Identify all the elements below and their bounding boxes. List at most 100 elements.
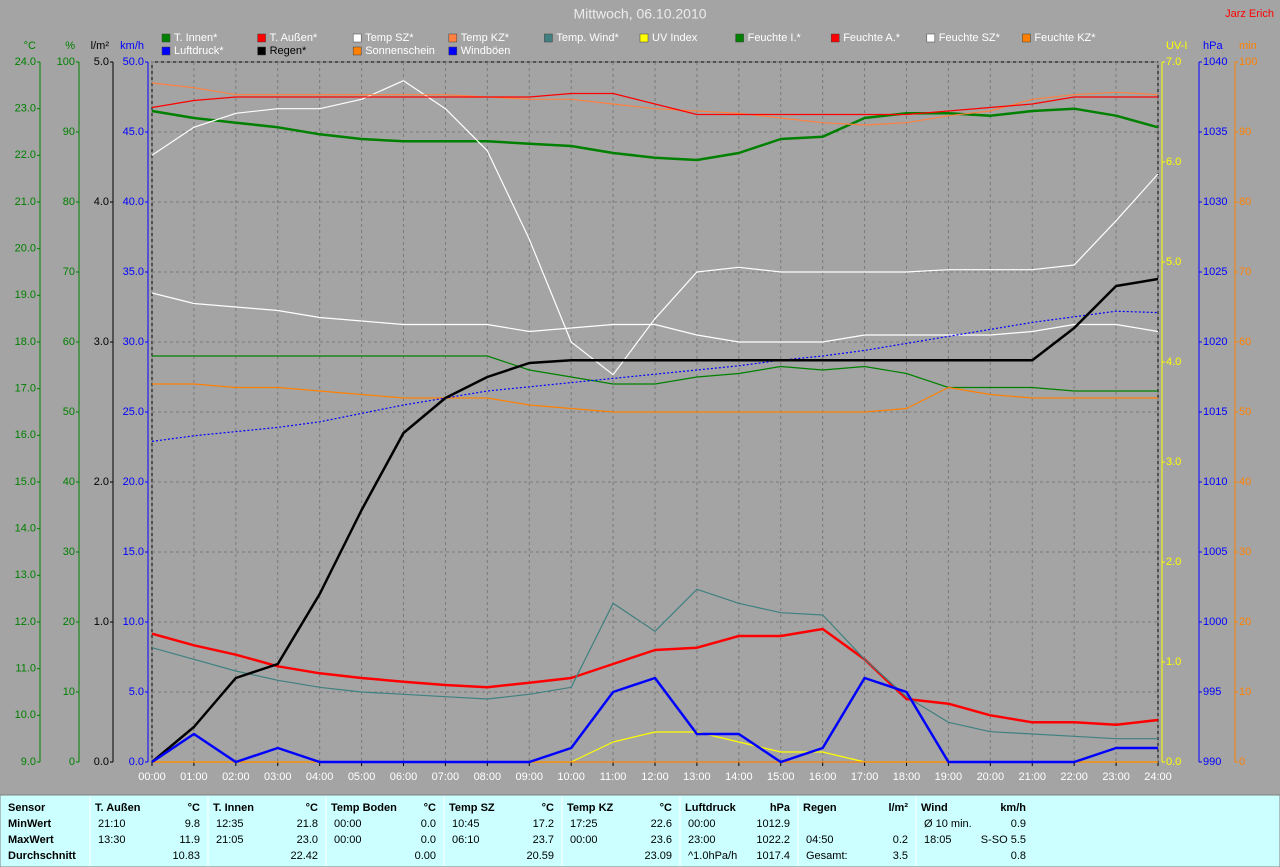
table-header: Temp KZ — [567, 802, 614, 814]
y-tick-label: 60 — [1239, 336, 1251, 348]
y-tick-label: 10.0 — [123, 616, 144, 628]
x-tick-label: 16:00 — [809, 771, 837, 783]
summary-table-bg — [0, 794, 1280, 867]
series-line — [151, 277, 1159, 763]
series-line — [151, 292, 1159, 343]
y-tick-label: 2.0 — [94, 476, 109, 488]
cell-time: 21:05 — [216, 834, 244, 846]
x-tick-label: 00:00 — [138, 771, 166, 783]
cell-value: 0.9 — [1011, 818, 1026, 830]
y-tick-label: 50 — [63, 406, 75, 418]
y-tick-label: 25.0 — [123, 406, 144, 418]
y-tick-label: 20 — [63, 616, 75, 628]
y-tick-label: 15.0 — [15, 476, 36, 488]
y-tick-label: 16.0 — [15, 429, 36, 441]
row-label: MinWert — [8, 818, 52, 830]
legend-label: T. Innen* — [174, 32, 218, 44]
y-tick-label: 4.0 — [1166, 356, 1181, 368]
cell-time: 10:45 — [452, 818, 480, 830]
series-line — [151, 310, 1159, 442]
cell-time: Gesamt: — [806, 850, 848, 862]
y-tick-label: 30 — [63, 546, 75, 558]
cell-value: 3.5 — [893, 850, 908, 862]
x-tick-label: 01:00 — [180, 771, 208, 783]
cell-value: S-SO 5.5 — [981, 834, 1026, 846]
x-tick-label: 24:00 — [1144, 771, 1172, 783]
y-tick-label: 40 — [1239, 476, 1251, 488]
series-line — [151, 676, 1158, 764]
y-tick-label: 90 — [1239, 126, 1251, 138]
y-tick-label: 90 — [63, 126, 75, 138]
cell-value: 0.2 — [893, 834, 908, 846]
cell-time: 04:50 — [806, 834, 834, 846]
y-tick-label: 45.0 — [123, 126, 144, 138]
legend-label: UV Index — [652, 32, 698, 44]
legend-label: Temp SZ* — [365, 32, 414, 44]
x-tick-label: 05:00 — [348, 771, 376, 783]
cell-value: 23.0 — [297, 834, 318, 846]
y-tick-label: 0.0 — [94, 756, 109, 768]
cell-value: 23.09 — [644, 850, 672, 862]
y-tick-label: 35.0 — [123, 266, 144, 278]
y-tick-label: 1030 — [1203, 196, 1227, 208]
y-tick-label: 11.0 — [15, 663, 36, 675]
y-tick-label: 0 — [1239, 756, 1245, 768]
y-tick-label: 3.0 — [1166, 456, 1181, 468]
x-tick-label: 14:00 — [725, 771, 753, 783]
legend-marker — [735, 33, 744, 43]
series-line — [151, 588, 1158, 740]
y-tick-label: 80 — [1239, 196, 1251, 208]
y-tick-label: 1020 — [1203, 336, 1227, 348]
cell-time: 00:00 — [334, 818, 362, 830]
y-tick-label: 70 — [1239, 266, 1251, 278]
legend-marker — [1022, 33, 1031, 43]
cell-time: 21:10 — [98, 818, 126, 830]
legend-label: Feuchte SZ* — [939, 32, 1001, 44]
cell-value: 22.42 — [290, 850, 318, 862]
table-header: Sensor — [8, 802, 46, 814]
cell-value: 9.8 — [185, 818, 200, 830]
legend-label: Regen* — [270, 45, 307, 57]
y-tick-label: 6.0 — [1166, 156, 1181, 168]
y-tick-label: 7.0 — [1166, 56, 1181, 68]
summary-table: Sensor MinWert MaxWert Durchschnitt T. Außen… — [8, 797, 1026, 866]
y-tick-label: 1005 — [1203, 546, 1227, 558]
legend-marker — [926, 33, 936, 43]
table-header: T. Innen — [213, 802, 254, 814]
cell-time: Ø 10 min. — [924, 818, 972, 830]
y-tick-label: 1000 — [1203, 616, 1227, 628]
chart-title: Mittwoch, 06.10.2010 — [573, 6, 706, 22]
y-tick-label: 1010 — [1203, 476, 1227, 488]
cell-value: 1012.9 — [756, 818, 790, 830]
row-label: MaxWert — [8, 834, 54, 846]
x-tick-label: 04:00 — [306, 771, 334, 783]
cell-value: 23.6 — [651, 834, 672, 846]
y-tick-label: 3.0 — [94, 336, 109, 348]
y-tick-label: 40 — [63, 476, 75, 488]
cell-value: 22.6 — [651, 818, 672, 830]
y-tick-label: 100 — [57, 56, 75, 68]
x-tick-label: 10:00 — [557, 771, 585, 783]
series-line — [151, 627, 1159, 726]
y-tick-label: 100 — [1239, 56, 1257, 68]
y-tick-label: 10.0 — [15, 709, 36, 721]
x-tick-label: 22:00 — [1060, 771, 1088, 783]
y-tick-label: 10 — [63, 686, 75, 698]
y-tick-label: 22.0 — [15, 149, 36, 161]
cell-value: 0.0 — [421, 834, 436, 846]
cell-value: 17.2 — [533, 818, 554, 830]
y-tick-label: 12.0 — [15, 616, 36, 628]
y-tick-label: 4.0 — [94, 196, 109, 208]
series-line — [151, 80, 1159, 376]
y-tick-label: 15.0 — [123, 546, 144, 558]
legend-marker — [639, 33, 649, 43]
y-tick-label: 1.0 — [1166, 656, 1181, 668]
table-header: T. Außen — [95, 802, 141, 814]
cell-value: 23.7 — [533, 834, 554, 846]
x-tick-label: 11:00 — [600, 771, 627, 783]
row-label: Durchschnitt — [8, 850, 76, 862]
cell-value: 11.9 — [179, 834, 200, 846]
cell-time: 18:05 — [924, 834, 952, 846]
legend-marker — [257, 33, 266, 43]
